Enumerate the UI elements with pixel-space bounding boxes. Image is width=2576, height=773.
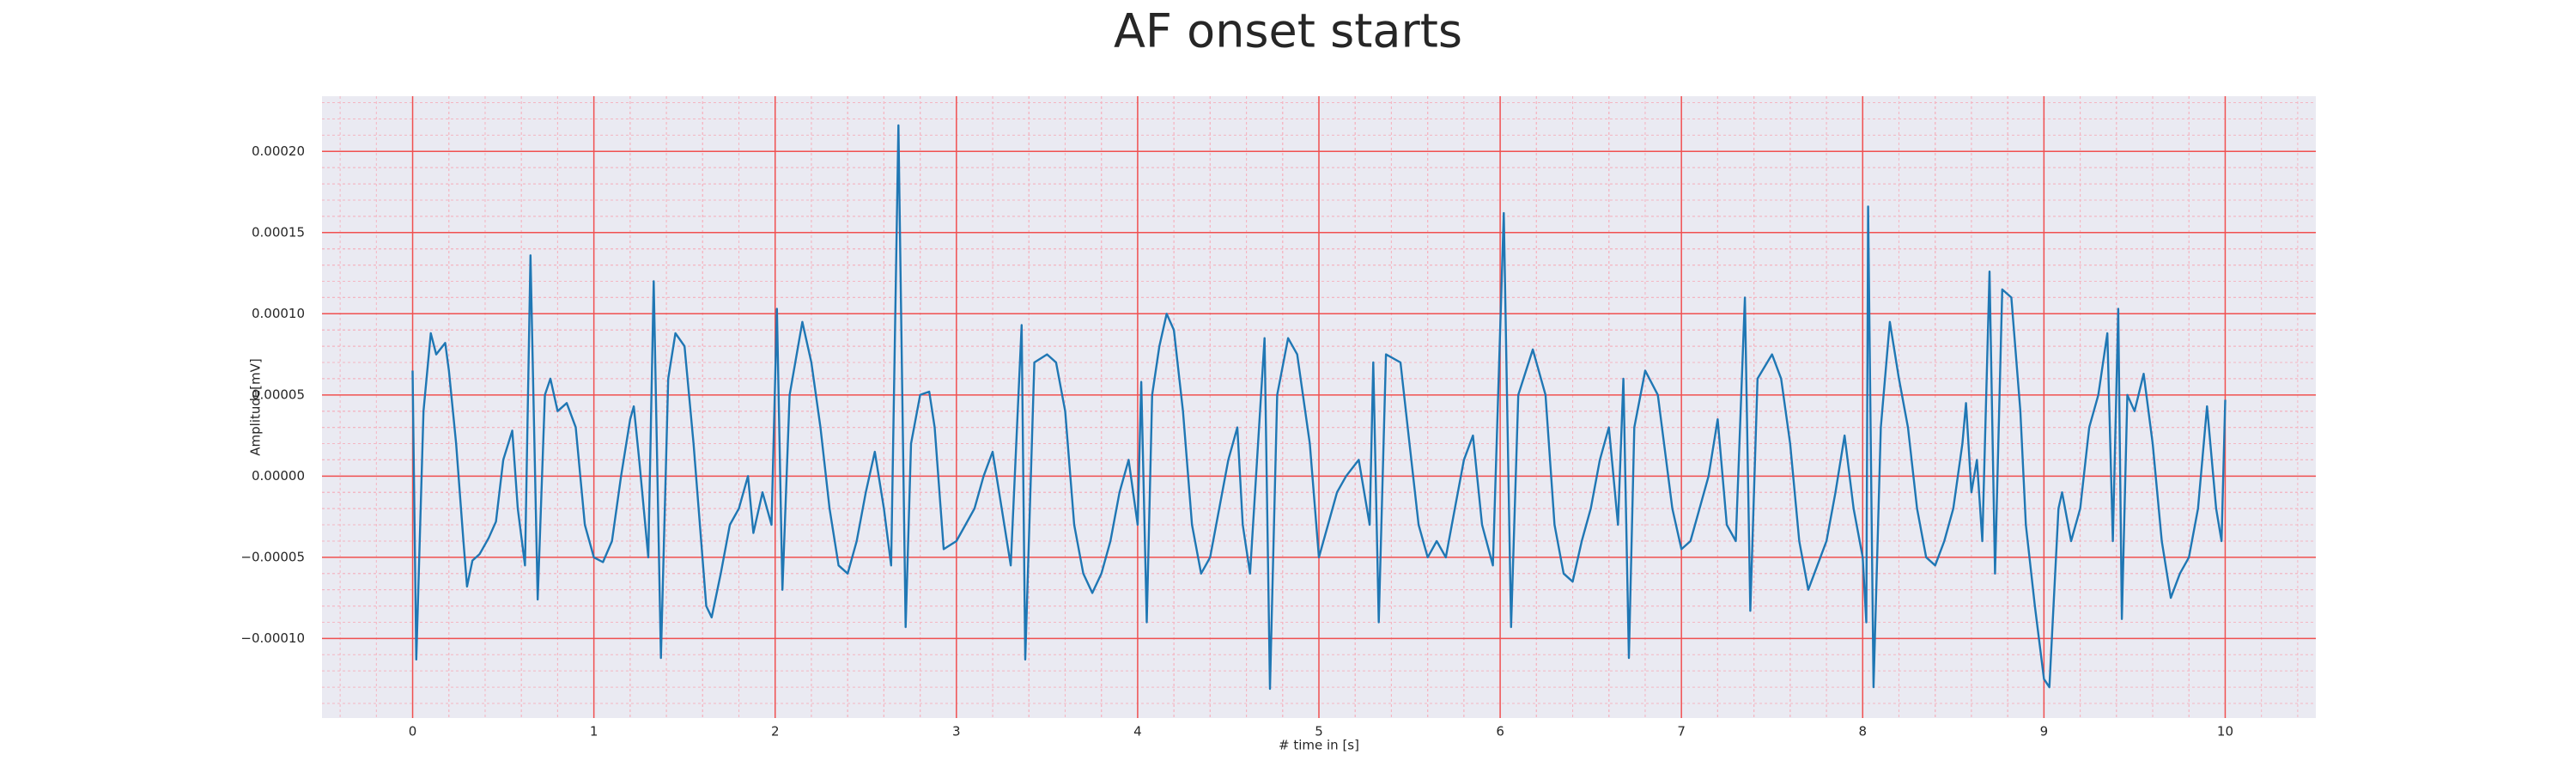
y-tick-label: −0.00010 xyxy=(240,630,305,646)
y-tick-label: 0.00020 xyxy=(252,143,305,159)
y-axis-label: Amplitude[mV] xyxy=(248,358,264,455)
y-tick-label: 0.00000 xyxy=(252,468,305,484)
x-tick-label: 7 xyxy=(1677,724,1686,740)
signal-line xyxy=(411,124,2227,691)
x-tick-label: 5 xyxy=(1315,724,1323,740)
x-tick-label: 3 xyxy=(952,724,961,740)
y-tick-label: 0.00005 xyxy=(252,386,305,402)
x-tick-label: 10 xyxy=(2217,724,2233,740)
x-tick-label: 9 xyxy=(2040,724,2049,740)
x-tick-label: 2 xyxy=(771,724,780,740)
x-tick-label: 8 xyxy=(1858,724,1867,740)
x-tick-label: 1 xyxy=(590,724,598,740)
y-tick-label: 0.00010 xyxy=(252,306,305,321)
x-tick-label: 0 xyxy=(409,724,417,740)
chart-title: AF onset starts xyxy=(1114,4,1462,58)
y-tick-label: −0.00005 xyxy=(240,549,305,564)
x-axis-label: # time in [s] xyxy=(1279,738,1359,753)
y-tick-label: 0.00015 xyxy=(252,224,305,240)
x-tick-label: 4 xyxy=(1133,724,1142,740)
x-tick-label: 6 xyxy=(1496,724,1504,740)
